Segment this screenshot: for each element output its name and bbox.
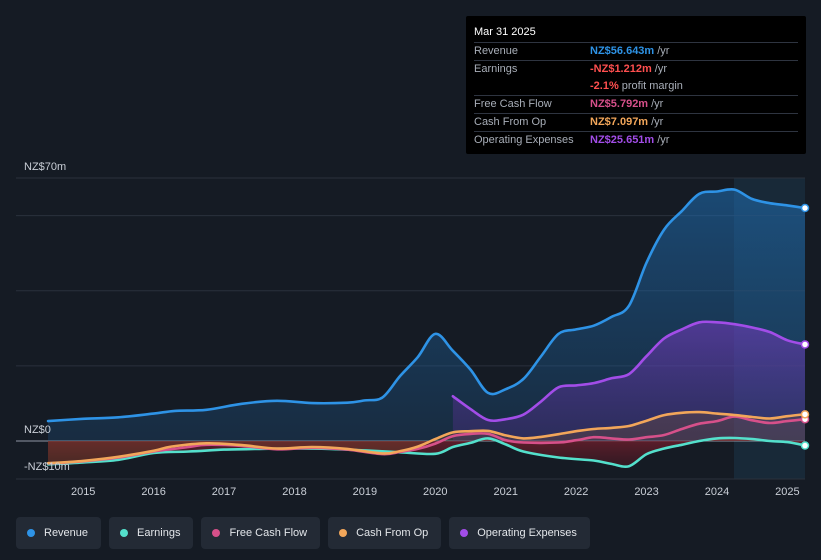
earnings-line [46, 436, 807, 468]
x-tick-label: 2024 [705, 486, 729, 498]
tooltip-label: Cash From Op [474, 116, 547, 128]
tooltip-value: NZ$25.651m [590, 134, 655, 146]
tooltip-label: Earnings [474, 63, 518, 75]
tooltip-unit: profit margin [621, 80, 683, 92]
tooltip-unit: /yr [654, 63, 667, 75]
tooltip-unit: /yr [651, 116, 664, 128]
tooltip-row: -2.1% profit margin [474, 78, 798, 96]
x-tick-label: 2022 [564, 486, 588, 498]
series-lines [46, 187, 807, 468]
x-tick-label: 2025 [775, 486, 799, 498]
y-axis-bottom-label: -NZ$10m [24, 461, 70, 473]
revenue-endpoint [800, 203, 810, 213]
tooltip-row: Operating Expenses NZ$25.651m/yr [474, 132, 798, 149]
tooltip-value: NZ$7.097m [590, 116, 649, 128]
legend-label: Operating Expenses [477, 527, 577, 539]
tooltip-date: Mar 31 2025 [474, 24, 798, 43]
tooltip-unit: /yr [651, 98, 664, 110]
tooltip-label: Free Cash Flow [474, 98, 552, 110]
legend-dot-icon [212, 529, 221, 537]
legend-item-revenue[interactable]: Revenue [16, 517, 102, 549]
tooltip-unit: /yr [657, 134, 670, 146]
y-axis-top-label: NZ$70m [24, 161, 66, 173]
tooltip-label [474, 78, 590, 95]
legend-item-free-cash-flow[interactable]: Free Cash Flow [201, 517, 321, 549]
legend-dot-icon [339, 529, 348, 537]
legend-dot-icon [27, 529, 35, 537]
revenue-line [46, 187, 807, 423]
x-tick-label: 2016 [141, 486, 165, 498]
y-axis-zero-label: NZ$0 [24, 424, 51, 436]
tooltip-label: Operating Expenses [474, 134, 574, 146]
tooltip-rows: Revenue NZ$56.643m/yr Earnings -NZ$1.212m/y… [474, 43, 798, 149]
x-axis-ticks: 2015 2016 2017 2018 2019 2020 2021 2022 2023 2024… [71, 486, 800, 498]
operating-expenses-area [452, 321, 805, 441]
x-tick-label: 2023 [634, 486, 658, 498]
earnings-endpoint [800, 441, 810, 450]
legend-label: Earnings [137, 527, 181, 539]
x-tick-label: 2021 [493, 486, 517, 498]
x-tick-label: 2018 [282, 486, 306, 498]
series-endpoints [800, 203, 810, 450]
chart-area: 2015 2016 2017 2018 2019 2020 2021 2022 2023 2024… [16, 161, 810, 498]
tooltip-unit: /yr [657, 45, 670, 57]
tooltip-row: Revenue NZ$56.643m/yr [474, 43, 798, 61]
operating-expenses-endpoint [800, 340, 810, 349]
legend-label: Revenue [44, 527, 89, 539]
legend-label: Cash From Op [356, 527, 429, 539]
tooltip-value: NZ$5.792m [590, 98, 649, 110]
x-tick-label: 2020 [423, 486, 447, 498]
tooltip-row: Earnings -NZ$1.212m/yr [474, 61, 798, 78]
tooltip-value: -2.1% [590, 80, 619, 92]
tooltip-row: Cash From Op NZ$7.097m/yr [474, 114, 798, 132]
legend-item-earnings[interactable]: Earnings [109, 517, 194, 549]
tooltip-value: -NZ$1.212m [590, 63, 652, 75]
tooltip: Mar 31 2025 Revenue NZ$56.643m/yr Earnings… [466, 16, 806, 154]
operating-expenses-line [451, 320, 807, 423]
legend-item-operating-expenses[interactable]: Operating Expenses [449, 517, 590, 549]
legend: Revenue Earnings Free Cash Flow Cash From O… [16, 517, 590, 549]
x-tick-label: 2017 [212, 486, 236, 498]
legend-item-cash-from-op[interactable]: Cash From Op [328, 517, 442, 549]
tooltip-label: Revenue [474, 45, 519, 57]
tooltip-value: NZ$56.643m [590, 45, 655, 57]
cash-from-op-line [46, 410, 807, 465]
legend-label: Free Cash Flow [229, 527, 308, 539]
x-tick-label: 2015 [71, 486, 95, 498]
legend-dot-icon [120, 529, 129, 537]
x-tick-label: 2019 [353, 486, 377, 498]
tooltip-row: Free Cash Flow NZ$5.792m/yr [474, 96, 798, 114]
legend-dot-icon [460, 529, 469, 537]
cash-from-op-endpoint [800, 410, 810, 419]
